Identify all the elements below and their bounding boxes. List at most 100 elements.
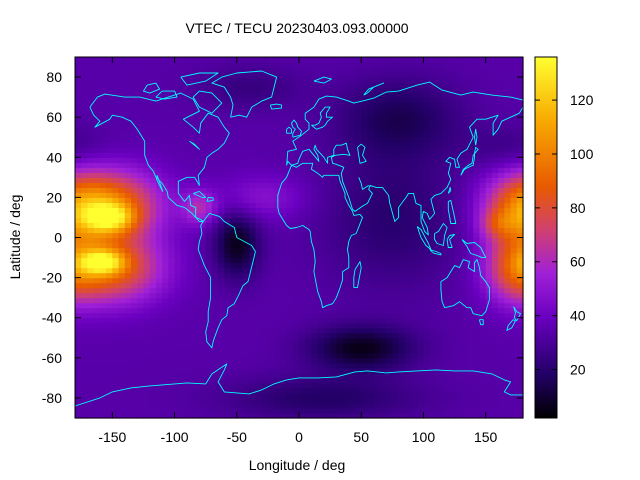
heatmap-cell	[93, 72, 101, 78]
heatmap-cell	[473, 327, 481, 334]
heatmap-cell	[162, 197, 169, 203]
heatmap-cell	[473, 237, 481, 244]
heatmap-cell	[355, 397, 362, 404]
heatmap-cell	[286, 87, 294, 93]
heatmap-cell	[236, 132, 244, 138]
heatmap-cell	[137, 82, 145, 88]
heatmap-cell	[118, 257, 126, 264]
heatmap-cell	[411, 212, 418, 219]
heatmap-cell	[124, 137, 132, 143]
heatmap-cell	[261, 277, 269, 284]
heatmap-cell	[429, 322, 437, 329]
heatmap-cell	[230, 332, 238, 339]
heatmap-cell	[106, 342, 113, 349]
heatmap-cell	[342, 167, 350, 173]
heatmap-cell	[317, 72, 325, 78]
heatmap-cell	[99, 322, 107, 329]
heatmap-cell	[373, 112, 381, 118]
heatmap-cell	[411, 202, 418, 209]
heatmap-cell	[168, 97, 176, 103]
heatmap-cell	[355, 387, 362, 394]
heatmap-cell	[442, 197, 449, 203]
heatmap-cell	[236, 372, 244, 379]
heatmap-cell	[224, 252, 232, 259]
heatmap-cell	[131, 247, 138, 254]
heatmap-cell	[93, 132, 101, 138]
heatmap-cell	[112, 282, 120, 289]
heatmap-cell	[180, 247, 188, 254]
heatmap-cell	[211, 402, 219, 409]
heatmap-cell	[498, 357, 505, 364]
heatmap-cell	[249, 117, 257, 123]
heatmap-cell	[187, 282, 194, 289]
heatmap-cell	[255, 362, 263, 369]
heatmap-cell	[392, 227, 400, 234]
heatmap-cell	[180, 137, 188, 143]
heatmap-cell	[168, 92, 176, 98]
heatmap-cell	[106, 252, 113, 259]
heatmap-cell	[467, 407, 474, 414]
heatmap-cell	[411, 127, 418, 133]
heatmap-cell	[137, 357, 145, 364]
heatmap-cell	[317, 247, 325, 254]
heatmap-cell	[280, 112, 288, 118]
heatmap-cell	[243, 287, 250, 294]
heatmap-cell	[149, 157, 157, 163]
heatmap-cell	[342, 262, 350, 269]
heatmap-cell	[361, 227, 369, 234]
heatmap-cell	[305, 162, 313, 168]
heatmap-cell	[491, 347, 499, 354]
heatmap-cell	[155, 392, 163, 399]
heatmap-cell	[286, 207, 294, 214]
heatmap-cell	[404, 282, 412, 289]
heatmap-cell	[236, 77, 244, 83]
heatmap-cell	[224, 332, 232, 339]
heatmap-cell	[292, 412, 300, 419]
heatmap-cell	[504, 277, 512, 284]
heatmap-cell	[485, 162, 493, 168]
heatmap-cell	[106, 117, 113, 123]
heatmap-cell	[99, 82, 107, 88]
heatmap-cell	[174, 167, 182, 173]
heatmap-cell	[137, 287, 145, 294]
heatmap-cell	[118, 402, 126, 409]
heatmap-cell	[510, 347, 518, 354]
heatmap-cell	[280, 272, 288, 279]
heatmap-cell	[516, 332, 524, 339]
heatmap-cell	[131, 217, 138, 224]
heatmap-cell	[299, 202, 306, 209]
heatmap-cell	[454, 167, 462, 173]
heatmap-cell	[485, 372, 493, 379]
heatmap-cell	[398, 122, 406, 128]
heatmap-cell	[81, 252, 89, 259]
heatmap-cell	[404, 162, 412, 168]
heatmap-cell	[323, 137, 331, 143]
heatmap-cell	[112, 137, 120, 143]
heatmap-cell	[218, 277, 225, 284]
heatmap-cell	[236, 247, 244, 254]
heatmap-cell	[454, 122, 462, 128]
heatmap-cell	[286, 322, 294, 329]
heatmap-cell	[404, 242, 412, 249]
heatmap-cell	[485, 262, 493, 269]
heatmap-cell	[311, 322, 319, 329]
heatmap-cell	[379, 137, 387, 143]
heatmap-cell	[137, 347, 145, 354]
heatmap-cell	[199, 207, 207, 214]
heatmap-cell	[218, 382, 225, 389]
heatmap-cell	[367, 267, 375, 274]
heatmap-cell	[267, 272, 275, 279]
heatmap-cell	[93, 207, 101, 214]
heatmap-cell	[243, 117, 250, 123]
heatmap-cell	[274, 172, 281, 178]
heatmap-cell	[75, 192, 82, 198]
heatmap-cell	[243, 147, 250, 153]
heatmap-cell	[435, 77, 443, 83]
heatmap-cell	[193, 377, 201, 384]
heatmap-cell	[398, 287, 406, 294]
heatmap-cell	[411, 92, 418, 98]
heatmap-cell	[274, 87, 281, 93]
heatmap-cell	[454, 177, 462, 183]
heatmap-cell	[473, 217, 481, 224]
heatmap-cell	[162, 87, 169, 93]
